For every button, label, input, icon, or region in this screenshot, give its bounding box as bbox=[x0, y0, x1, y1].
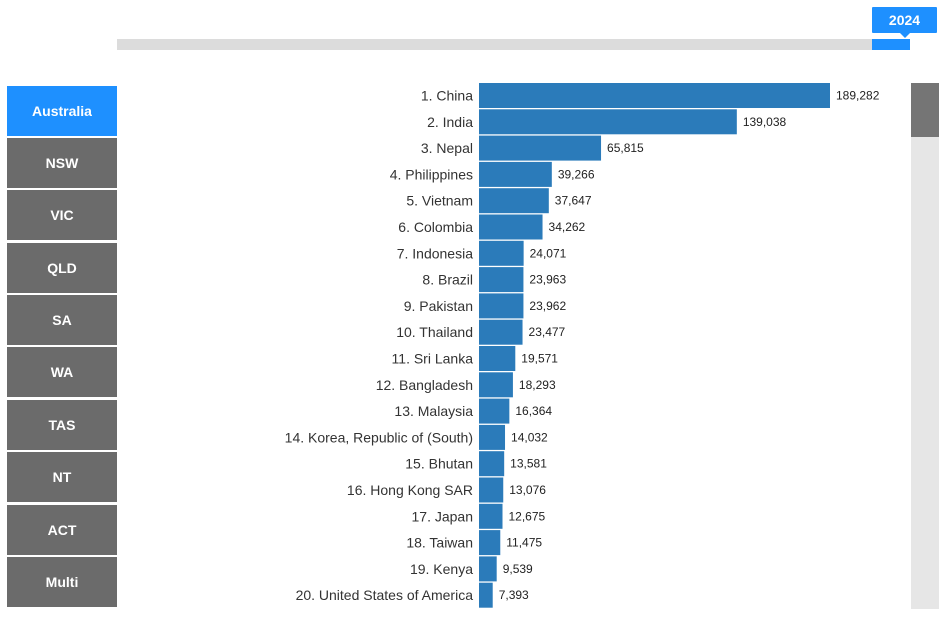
category-label: 18. Taiwan bbox=[406, 535, 473, 551]
bar[interactable] bbox=[479, 161, 552, 187]
category-label: 8. Brazil bbox=[422, 272, 473, 288]
scrollbar-track[interactable] bbox=[911, 83, 939, 609]
category-label: 3. Nepal bbox=[421, 140, 473, 156]
region-button-qld[interactable]: QLD bbox=[7, 243, 117, 293]
bar[interactable] bbox=[479, 530, 501, 556]
region-button-vic[interactable]: VIC bbox=[7, 190, 117, 240]
bar[interactable] bbox=[479, 503, 503, 529]
category-label: 20. United States of America bbox=[296, 587, 474, 603]
value-label: 11,475 bbox=[506, 536, 542, 550]
value-label: 19,571 bbox=[521, 352, 558, 366]
region-button-nsw[interactable]: NSW bbox=[7, 138, 117, 188]
value-label: 23,477 bbox=[529, 325, 566, 339]
value-label: 13,076 bbox=[509, 483, 546, 497]
bar[interactable] bbox=[479, 188, 549, 214]
region-button-act[interactable]: ACT bbox=[7, 505, 117, 555]
bar[interactable] bbox=[479, 293, 524, 319]
value-label: 14,032 bbox=[511, 430, 548, 444]
value-label: 16,364 bbox=[515, 404, 552, 418]
bar[interactable] bbox=[479, 109, 737, 135]
category-label: 7. Indonesia bbox=[397, 245, 473, 261]
category-label: 17. Japan bbox=[412, 508, 474, 524]
region-button-nt[interactable]: NT bbox=[7, 452, 117, 502]
value-label: 9,539 bbox=[503, 562, 533, 576]
category-label: 1. China bbox=[421, 88, 473, 104]
value-label: 39,266 bbox=[558, 167, 595, 181]
timeline-track[interactable] bbox=[117, 39, 910, 50]
bar[interactable] bbox=[479, 319, 523, 345]
category-label: 14. Korea, Republic of (South) bbox=[285, 429, 473, 445]
timeline-progress[interactable] bbox=[872, 39, 910, 50]
category-label: 11. Sri Lanka bbox=[392, 351, 474, 367]
value-label: 12,675 bbox=[509, 509, 546, 523]
value-label: 7,393 bbox=[499, 588, 529, 602]
region-button-wa[interactable]: WA bbox=[7, 347, 117, 397]
bar[interactable] bbox=[479, 556, 497, 582]
value-label: 24,071 bbox=[530, 246, 567, 260]
value-label: 13,581 bbox=[510, 457, 547, 471]
region-button-sa[interactable]: SA bbox=[7, 295, 117, 345]
bar[interactable] bbox=[479, 372, 513, 398]
value-label: 34,262 bbox=[549, 220, 586, 234]
category-label: 16. Hong Kong SAR bbox=[347, 482, 473, 498]
category-label: 2. India bbox=[427, 114, 473, 130]
value-label: 23,962 bbox=[529, 299, 566, 313]
value-label: 37,647 bbox=[555, 194, 592, 208]
region-button-multi[interactable]: Multi bbox=[7, 557, 117, 607]
category-label: 13. Malaysia bbox=[394, 403, 473, 419]
value-label: 65,815 bbox=[607, 141, 644, 155]
value-label: 139,038 bbox=[743, 115, 787, 129]
category-label: 9. Pakistan bbox=[404, 298, 473, 314]
bar[interactable] bbox=[479, 214, 543, 240]
category-label: 19. Kenya bbox=[410, 561, 473, 577]
region-button-tas[interactable]: TAS bbox=[7, 400, 117, 450]
bar[interactable] bbox=[479, 83, 830, 108]
year-badge-pointer-icon bbox=[900, 33, 910, 38]
bar[interactable] bbox=[479, 240, 524, 266]
bar[interactable] bbox=[479, 477, 504, 503]
year-badge[interactable]: 2024 bbox=[872, 7, 937, 33]
bar[interactable] bbox=[479, 451, 505, 477]
bar[interactable] bbox=[479, 398, 510, 424]
value-label: 189,282 bbox=[836, 89, 880, 103]
value-label: 18,293 bbox=[519, 378, 556, 392]
bar[interactable] bbox=[479, 135, 602, 161]
scrollbar-thumb[interactable] bbox=[911, 83, 939, 137]
category-label: 10. Thailand bbox=[396, 324, 473, 340]
bar[interactable] bbox=[479, 346, 516, 371]
value-label: 23,963 bbox=[529, 273, 566, 287]
category-label: 6. Colombia bbox=[398, 219, 473, 235]
category-label: 12. Bangladesh bbox=[376, 377, 473, 393]
category-label: 15. Bhutan bbox=[405, 456, 473, 472]
bar[interactable] bbox=[479, 267, 524, 293]
bar[interactable] bbox=[479, 424, 506, 450]
category-label: 5. Vietnam bbox=[406, 193, 473, 209]
region-button-australia[interactable]: Australia bbox=[7, 86, 117, 136]
bar[interactable] bbox=[479, 582, 493, 608]
category-label: 4. Philippines bbox=[390, 166, 473, 182]
